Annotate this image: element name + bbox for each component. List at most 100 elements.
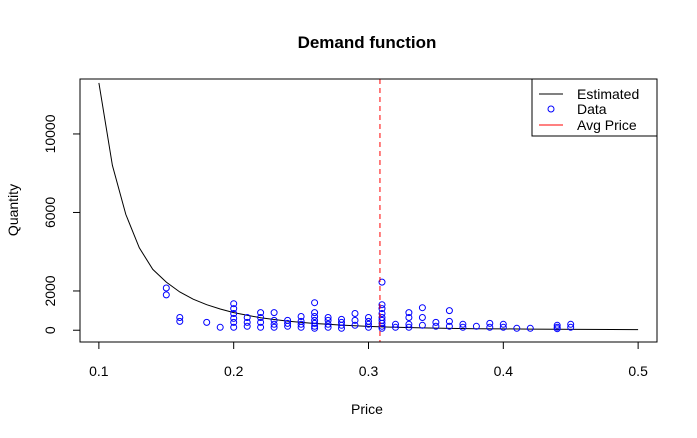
data-point: [432, 318, 440, 326]
data-point: [162, 284, 170, 292]
data-point: [553, 325, 561, 333]
data-point: [365, 314, 372, 321]
data-point: [459, 323, 467, 331]
data-point: [351, 316, 359, 324]
data-point: [230, 318, 238, 326]
legend-data-label: Data: [577, 101, 607, 117]
data-point: [297, 320, 305, 328]
data-point: [567, 320, 575, 328]
data-point: [378, 324, 386, 332]
data-point: [486, 319, 494, 327]
data-point: [338, 324, 345, 332]
data-point: [499, 320, 507, 328]
x-tick-label: 0.4: [494, 363, 514, 379]
data-point: [513, 324, 521, 332]
data-point: [338, 321, 345, 329]
data-point: [311, 324, 319, 332]
x-axis-label: Price: [351, 401, 383, 417]
data-point: [297, 313, 305, 320]
y-tick-label: 2000: [42, 275, 58, 306]
data-point: [257, 323, 265, 331]
data-point: [216, 323, 224, 331]
data-point: [405, 309, 413, 317]
data-point: [270, 309, 278, 317]
data-point: [257, 309, 265, 317]
data-point: [270, 323, 278, 331]
data-point: [365, 320, 372, 328]
estimated-curve-layer: [98, 82, 639, 331]
data-point: [311, 299, 319, 307]
x-axis: 0.1 0.2 0.3 0.4 0.5: [89, 341, 648, 379]
data-point: [230, 310, 238, 317]
data-point: [486, 323, 494, 331]
data-point: [324, 323, 332, 331]
data-point: [284, 319, 292, 327]
data-point: [432, 322, 440, 330]
data-point: [378, 305, 386, 313]
legend-box: [531, 78, 658, 137]
data-point: [499, 323, 507, 331]
data-point: [311, 319, 319, 327]
data-point: [392, 320, 399, 328]
data-point: [230, 305, 238, 313]
data-point: [270, 320, 278, 328]
legend-avg-price-label: Avg Price: [577, 117, 637, 133]
legend: Estimated Data Avg Price: [531, 78, 658, 137]
data-point: [378, 301, 386, 309]
data-point: [567, 323, 575, 331]
legend-estimated-label: Estimated: [577, 86, 639, 102]
data-point: [243, 318, 251, 326]
data-point: [284, 322, 292, 330]
data-point: [257, 314, 265, 321]
data-point: [392, 323, 399, 331]
data-point: [418, 314, 426, 321]
y-axis: 0 2000 6000 10000: [42, 114, 81, 334]
y-axis-label: Quantity: [5, 184, 21, 236]
data-point: [526, 324, 534, 332]
data-point: [230, 323, 238, 331]
estimated-curve: [98, 82, 639, 331]
data-point: [311, 322, 319, 330]
data-point: [418, 304, 426, 312]
x-tick-label: 0.2: [224, 363, 244, 379]
data-point: [176, 314, 184, 321]
x-tick-label: 0.5: [628, 363, 648, 379]
data-point: [243, 322, 251, 330]
data-point: [257, 318, 265, 326]
data-point: [351, 310, 359, 317]
data-point: [405, 314, 413, 321]
data-point: [378, 319, 386, 327]
chart-title: Demand function: [298, 33, 437, 52]
data-point: [311, 313, 319, 320]
y-tick-label: 0: [42, 326, 58, 334]
data-point: [297, 323, 305, 331]
data-point: [230, 314, 238, 322]
data-point: [311, 309, 319, 317]
data-points-layer: [162, 278, 575, 333]
data-point: [324, 314, 332, 321]
data-point: [472, 322, 480, 330]
data-point: [445, 322, 453, 330]
data-point: [445, 307, 453, 315]
data-point: [243, 314, 251, 321]
data-point: [230, 300, 238, 308]
y-tick-label: 10000: [42, 114, 58, 153]
data-point: [445, 317, 453, 325]
data-point: [365, 323, 372, 331]
x-tick-label: 0.1: [89, 363, 109, 379]
data-point: [176, 317, 184, 325]
data-point: [351, 321, 359, 329]
y-tick-label: 6000: [42, 197, 58, 228]
data-point: [405, 320, 413, 328]
data-point: [378, 310, 386, 317]
data-point: [405, 323, 413, 331]
data-point: [203, 318, 211, 326]
data-point: [459, 320, 467, 328]
data-point: [324, 316, 332, 324]
x-tick-label: 0.3: [359, 363, 379, 379]
data-point: [418, 321, 426, 329]
data-point: [324, 320, 332, 328]
data-point: [270, 316, 278, 324]
data-point: [162, 291, 170, 299]
